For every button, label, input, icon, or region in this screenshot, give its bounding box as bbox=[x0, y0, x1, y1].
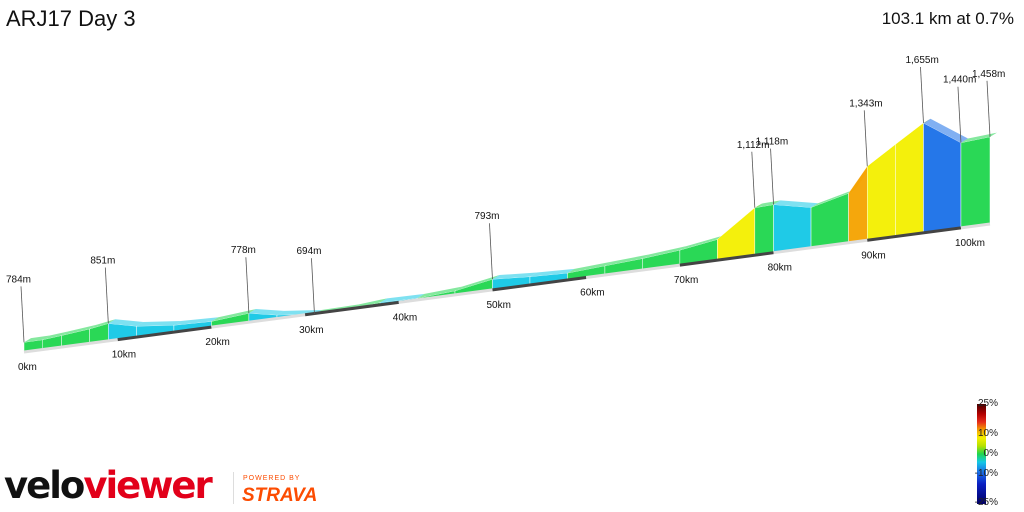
baseline-band bbox=[960, 222, 991, 230]
profile-segment-top bbox=[754, 200, 781, 208]
logo-divider bbox=[233, 472, 234, 504]
annotation-leader bbox=[245, 257, 250, 314]
veloviewer-logo[interactable]: veloviewer bbox=[4, 464, 213, 507]
profile-segment-top bbox=[960, 132, 997, 143]
profile-segment-top bbox=[61, 324, 97, 336]
elevation-annotation: 1,112m bbox=[737, 140, 770, 151]
distance-tick-label: 50km bbox=[486, 300, 510, 311]
annotation-leader bbox=[104, 267, 109, 324]
distance-tick-label: 70km bbox=[674, 275, 698, 286]
annotation-leader bbox=[957, 86, 962, 143]
powered-by-label: POWERED BY bbox=[243, 475, 301, 482]
elevation-annotation: 694m bbox=[296, 246, 321, 257]
profile-segment-top bbox=[417, 286, 462, 299]
profile-segment-top bbox=[867, 140, 903, 167]
annotation-leader bbox=[489, 223, 493, 280]
profile-segment-top bbox=[24, 335, 50, 343]
profile-segment bbox=[754, 204, 774, 256]
distance-tick-label: 80km bbox=[768, 263, 792, 274]
elevation-profile-chart: 0km 10km 20km 30km 40km 50km 60km 70km 80km 90km 1… bbox=[6, 55, 1005, 373]
profile-segment-top bbox=[679, 235, 725, 251]
elevation-annotation: 1,655m bbox=[905, 55, 938, 66]
profile-segment-top bbox=[380, 293, 425, 303]
baseline-band bbox=[492, 276, 587, 292]
profile-segment-top bbox=[108, 319, 144, 327]
route-summary: 103.1 km at 0.7% bbox=[881, 9, 1014, 28]
elevation-annotation: 1,343m bbox=[849, 98, 882, 109]
profile-segment-top bbox=[211, 309, 256, 322]
gradient-color-scale bbox=[977, 404, 986, 504]
profile-segment-top bbox=[492, 272, 537, 280]
profile-segment-top bbox=[642, 245, 687, 259]
elevation-annotation: 778m bbox=[231, 245, 256, 256]
profile-segment bbox=[773, 204, 812, 253]
profile-segment-top bbox=[529, 268, 575, 277]
baseline-band bbox=[773, 238, 868, 255]
distance-axis: 0km 10km 20km 30km 40km 50km 60km 70km 80km 90km 1… bbox=[18, 238, 985, 373]
distance-tick-label: 90km bbox=[861, 250, 885, 261]
profile-segment-top bbox=[173, 317, 219, 326]
baseline-band bbox=[23, 338, 118, 354]
elevation-annotation: 851m bbox=[90, 255, 115, 266]
distance-tick-label: 20km bbox=[205, 337, 229, 348]
legend-label-min: -25% bbox=[974, 497, 998, 508]
distance-tick-label: 60km bbox=[580, 288, 604, 299]
profile-segment-top bbox=[811, 189, 856, 208]
elevation-annotation: 1,440m bbox=[943, 75, 976, 86]
profile-segment bbox=[810, 192, 849, 248]
profile-segment-top bbox=[89, 319, 116, 329]
profile-segment-top bbox=[248, 309, 284, 316]
annotation-leader bbox=[311, 258, 315, 315]
gradient-legend: 25% 10% 0% -10% -25% bbox=[964, 398, 1024, 510]
elevation-annotation: 1,118m bbox=[756, 137, 789, 148]
profile-segment-top bbox=[604, 254, 650, 266]
elevation-annotation: 1,458m bbox=[972, 69, 1005, 80]
profile-segment-top bbox=[717, 203, 762, 240]
legend-label-10: 10% bbox=[977, 428, 998, 439]
distance-tick-label: 100km bbox=[955, 238, 985, 249]
profile-segment-top bbox=[773, 200, 819, 208]
baseline-band bbox=[867, 226, 962, 242]
legend-label-0: 0% bbox=[983, 448, 998, 459]
annotation-leader bbox=[986, 80, 991, 137]
profile-segment-top bbox=[923, 118, 968, 143]
profile-segment-top bbox=[567, 261, 612, 274]
profile-segment bbox=[848, 165, 868, 244]
annotation-leader bbox=[751, 151, 756, 208]
distance-tick-label: 30km bbox=[299, 325, 323, 336]
legend-label-max: 25% bbox=[977, 398, 998, 409]
page-title: ARJ17 Day 3 bbox=[6, 6, 136, 31]
baseline-band bbox=[211, 313, 306, 329]
distance-tick-label: 10km bbox=[112, 350, 136, 361]
profile-segment-top bbox=[136, 321, 181, 327]
annotation-leader bbox=[770, 148, 774, 205]
profile-segment bbox=[895, 122, 924, 237]
baseline-band bbox=[585, 263, 681, 279]
strava-logo[interactable]: STRAVA bbox=[242, 485, 318, 506]
annotation-leader bbox=[20, 286, 25, 343]
profile-segment-top bbox=[454, 275, 500, 291]
baseline-band bbox=[304, 300, 399, 317]
baseline-band bbox=[679, 251, 774, 267]
baseline-band bbox=[398, 288, 493, 304]
profile-ribbon bbox=[23, 118, 997, 353]
profile-segment bbox=[867, 144, 896, 241]
profile-baseline bbox=[23, 222, 991, 354]
annotation-leader bbox=[920, 66, 924, 124]
profile-segment-top bbox=[42, 331, 69, 340]
distance-tick-label: 0km bbox=[18, 362, 37, 373]
annotation-leader bbox=[863, 110, 868, 167]
distance-tick-label: 40km bbox=[393, 312, 417, 323]
profile-segment bbox=[717, 207, 756, 261]
elevation-annotation: 793m bbox=[474, 211, 499, 222]
legend-label-minus10: -10% bbox=[974, 468, 998, 479]
profile-segment-top bbox=[895, 118, 931, 145]
baseline-band bbox=[117, 325, 212, 342]
profile-segment bbox=[960, 136, 991, 229]
elevation-annotation: 784m bbox=[6, 274, 31, 285]
